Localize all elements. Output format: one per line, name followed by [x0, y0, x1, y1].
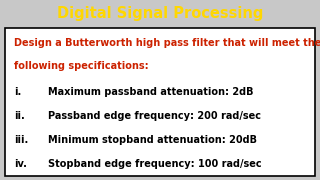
Text: following specifications:: following specifications: — [14, 60, 149, 71]
Text: ii.: ii. — [14, 111, 25, 121]
Text: iv.: iv. — [14, 159, 27, 169]
Text: Stopband edge frequency: 100 rad/sec: Stopband edge frequency: 100 rad/sec — [48, 159, 262, 169]
Text: iii.: iii. — [14, 135, 28, 145]
Text: Design a Butterworth high pass filter that will meet the: Design a Butterworth high pass filter th… — [14, 38, 320, 48]
Text: Passband edge frequency: 200 rad/sec: Passband edge frequency: 200 rad/sec — [48, 111, 261, 121]
Text: Minimum stopband attenuation: 20dB: Minimum stopband attenuation: 20dB — [48, 135, 257, 145]
Text: Maximum passband attenuation: 2dB: Maximum passband attenuation: 2dB — [48, 87, 254, 97]
Text: i.: i. — [14, 87, 21, 97]
Text: Digital Signal Processing: Digital Signal Processing — [57, 6, 263, 21]
FancyBboxPatch shape — [5, 28, 315, 176]
